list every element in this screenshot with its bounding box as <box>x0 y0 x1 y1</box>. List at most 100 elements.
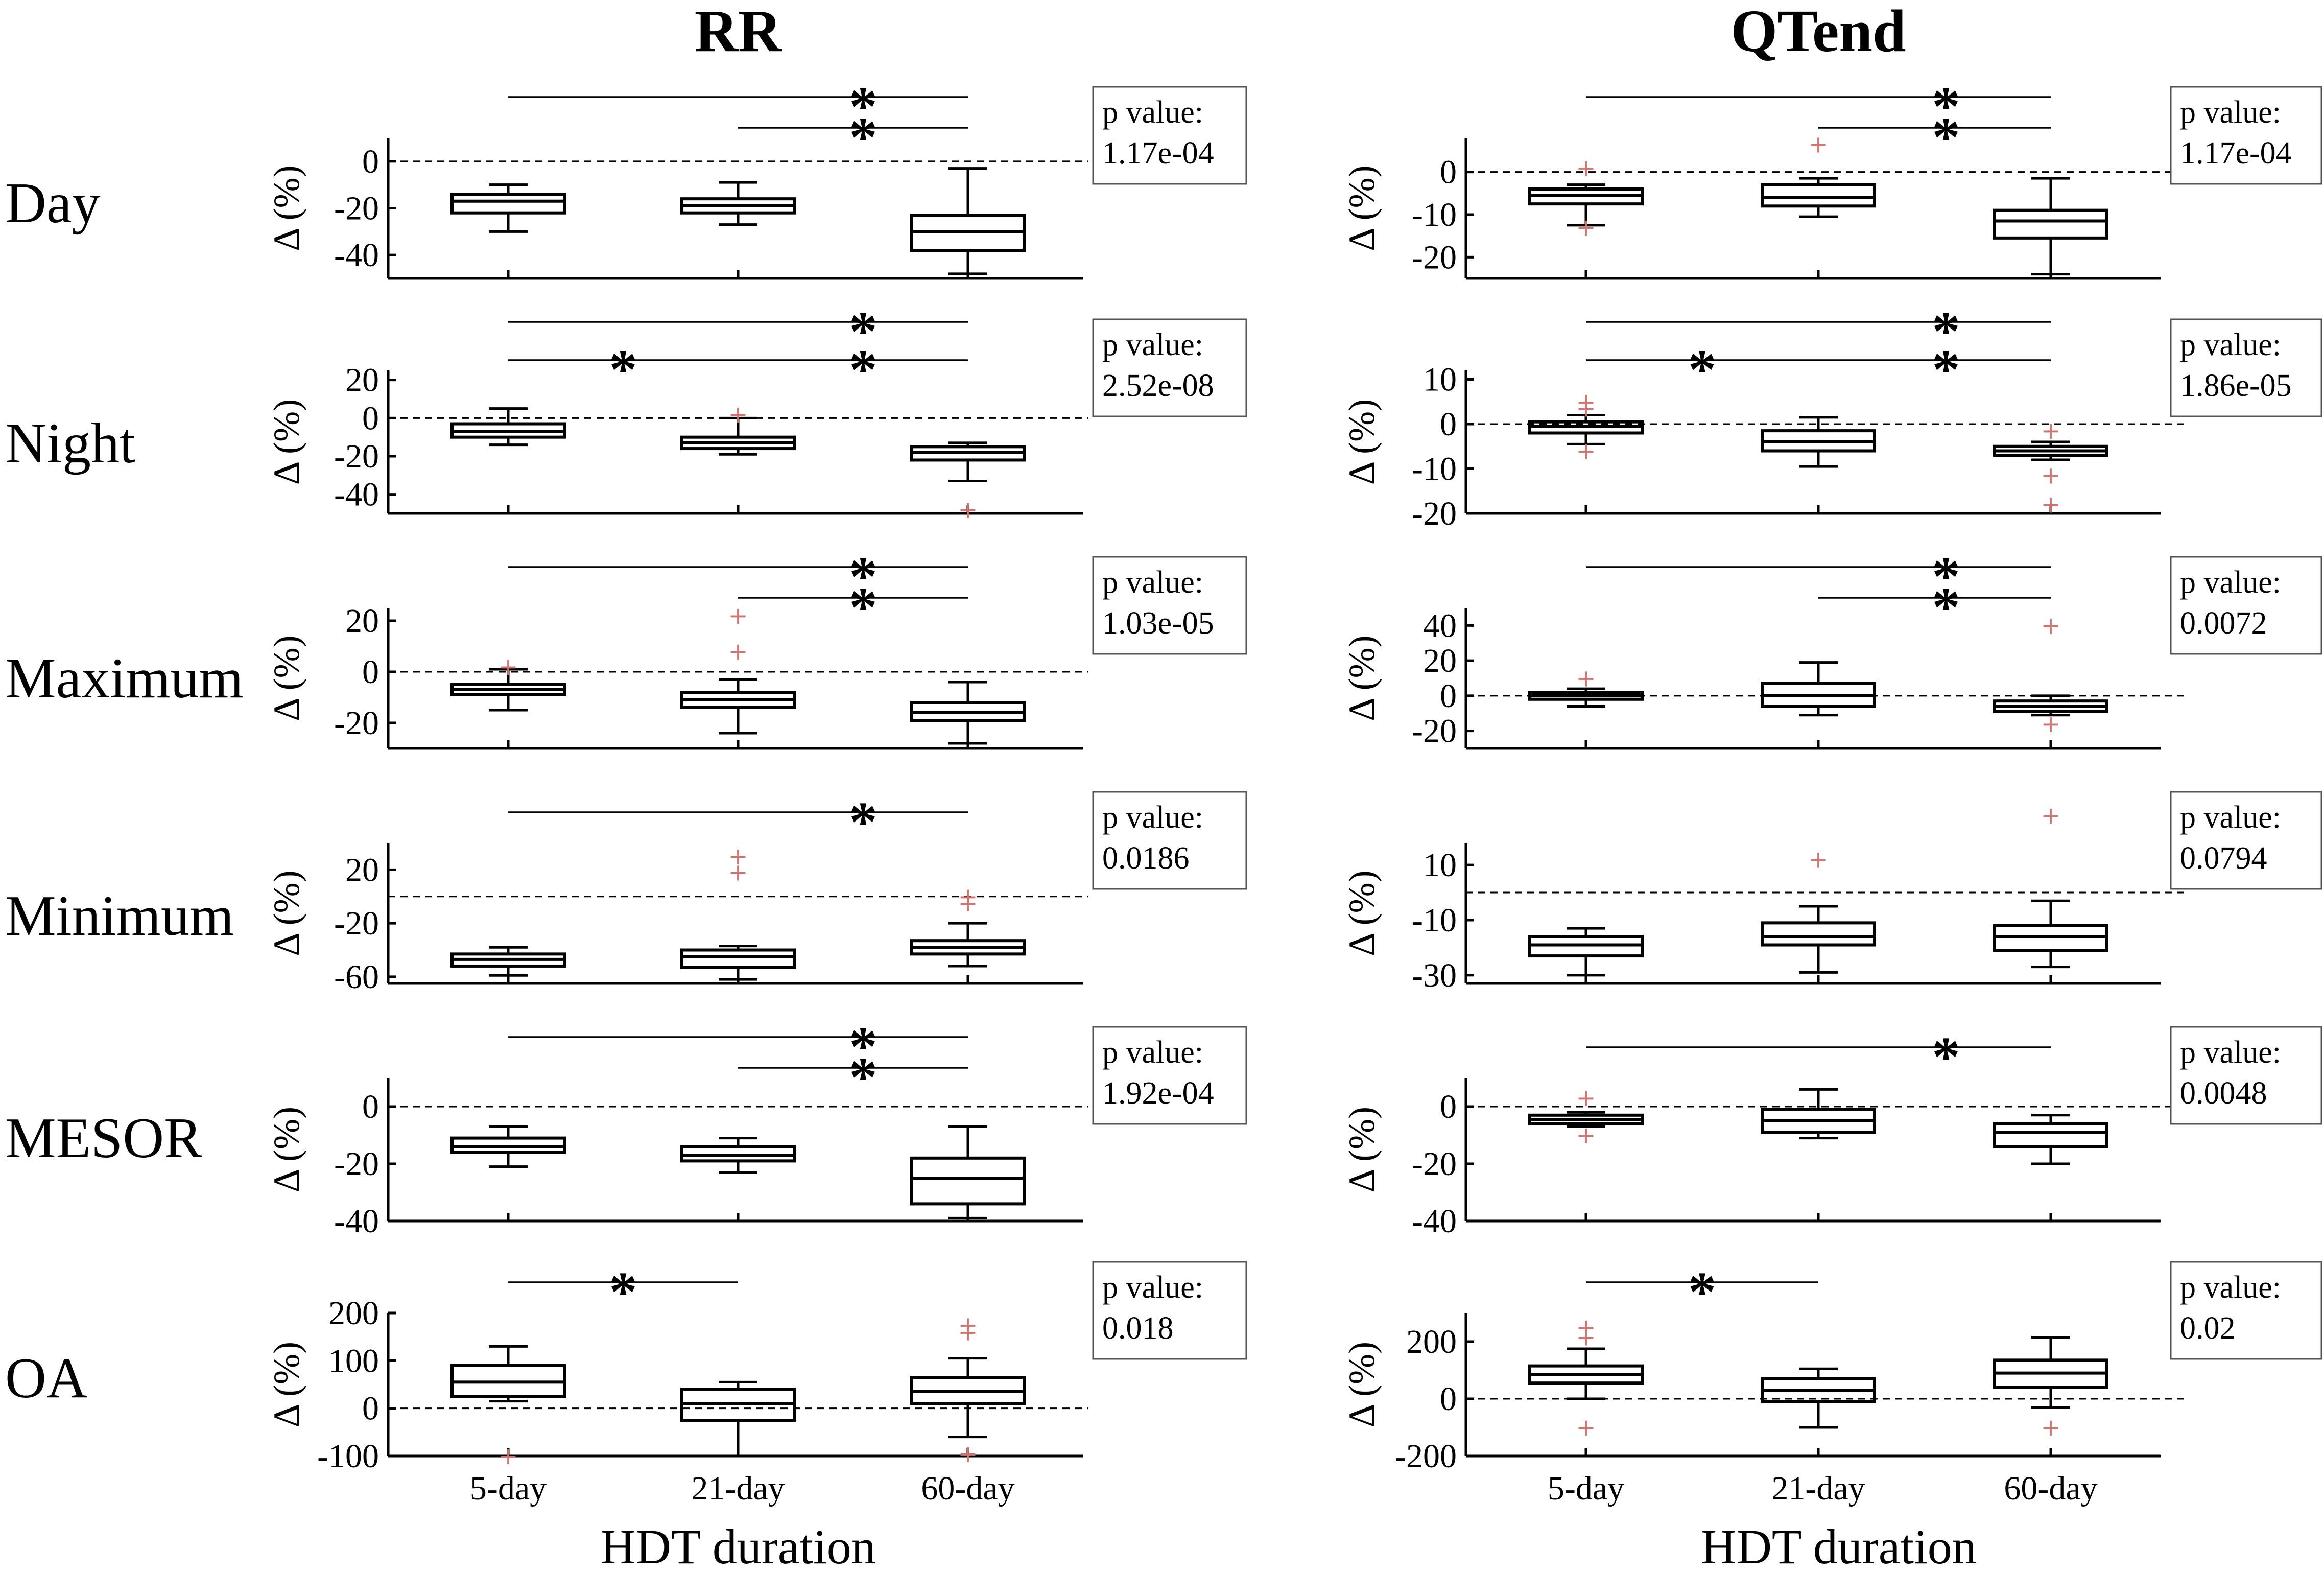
box-60-day: + <box>1993 802 2108 969</box>
y-tick-label: -10 <box>1412 451 1457 488</box>
p-value: 2.52e-08 <box>1102 368 1214 403</box>
outlier-marker: + <box>1576 1121 1596 1149</box>
p-value: 1.03e-05 <box>1102 606 1214 641</box>
significance-star: * <box>1932 106 1960 168</box>
p-value-frame <box>2170 1026 2322 1125</box>
y-axis-label: Δ (%) <box>1341 1342 1382 1427</box>
y-tick-label: -10 <box>1412 902 1457 939</box>
p-value-label: p value: <box>2180 327 2281 362</box>
panel-rr-day: 0-20-40Δ (%)** p value:1.17e-04 <box>266 75 1247 280</box>
box-60-day: ++ <box>910 883 1026 968</box>
p-value-label: p value: <box>1102 800 1203 835</box>
y-tick-label: 200 <box>328 1295 379 1332</box>
y-tick-label: 0 <box>362 400 379 437</box>
box-60-day: +++ <box>1993 417 2108 519</box>
box-5-day: + <box>1528 665 1644 708</box>
panel-rr-night: 200-20-40Δ (%) ++** * p value:2.52e-08 <box>266 300 1247 524</box>
p-value-label: p value: <box>2180 1035 2281 1070</box>
y-axis-label: Δ (%) <box>1341 399 1382 485</box>
row-label-mesor: MESOR <box>5 1107 202 1170</box>
significance-star: * <box>849 300 878 362</box>
y-axis-label: Δ (%) <box>266 870 307 956</box>
box-60-day <box>910 1125 1026 1219</box>
p-value: 0.0186 <box>1102 841 1190 876</box>
p-value: 0.0072 <box>2180 606 2267 641</box>
x-tick-label-21-day: 21-day <box>1771 1470 1865 1507</box>
iqr-box <box>1761 183 1876 208</box>
p-value: 1.86e-05 <box>2180 368 2292 403</box>
p-value-label: p value: <box>1102 1035 1203 1070</box>
p-value-frame <box>2170 1261 2322 1360</box>
box-60-day <box>910 167 1026 275</box>
outlier-marker: + <box>2041 802 2061 829</box>
y-tick-label: 20 <box>345 362 379 399</box>
outlier-marker: + <box>2041 491 2061 519</box>
outlier-marker: + <box>2041 710 2061 738</box>
y-tick-label: -40 <box>334 476 379 513</box>
y-tick-label: -200 <box>1395 1438 1457 1475</box>
outlier-marker: + <box>1576 154 1596 181</box>
p-value-label: p value: <box>1102 565 1203 600</box>
outlier-marker: + <box>728 842 748 870</box>
p-value-frame <box>2170 86 2322 185</box>
y-tick-label: 0 <box>362 1390 379 1427</box>
significance-star: * <box>609 338 637 401</box>
y-tick-label: 10 <box>1423 847 1457 884</box>
box-5-day <box>450 946 566 977</box>
title-rr: RR <box>695 0 782 64</box>
outlier-marker: + <box>1576 1414 1596 1441</box>
p-value-label: p value: <box>1102 95 1203 130</box>
p-value-frame <box>2170 556 2322 655</box>
x-axis-label-right: HDT duration <box>1701 1519 1976 1572</box>
box-60-day: + <box>910 441 1026 524</box>
p-value-frame <box>2170 791 2322 890</box>
title-qtend: QTend <box>1730 0 1906 64</box>
box-5-day <box>450 183 566 233</box>
y-tick-label: 0 <box>1440 406 1457 443</box>
y-tick-label: 0 <box>1440 1380 1457 1418</box>
p-value-frame <box>1092 1261 1247 1360</box>
y-tick-label: -20 <box>1412 495 1457 532</box>
y-tick-label: -100 <box>317 1438 379 1475</box>
p-value-frame <box>1092 86 1247 185</box>
y-tick-label: -60 <box>334 958 379 996</box>
box-5-day: ++ <box>1528 154 1644 241</box>
box-5-day <box>450 407 566 447</box>
outlier-marker: + <box>728 401 748 428</box>
y-tick-label: 20 <box>345 851 379 888</box>
box-21-day <box>680 181 796 226</box>
box-5-day <box>1528 927 1644 977</box>
box-21-day <box>1761 1088 1876 1140</box>
p-value-label: p value: <box>1102 1270 1203 1305</box>
outlier-marker: + <box>499 653 518 681</box>
outlier-marker: + <box>728 638 748 665</box>
iqr-box <box>680 948 796 969</box>
y-tick-label: -20 <box>334 438 379 475</box>
box-60-day: + <box>1993 1336 2108 1441</box>
y-tick-label: 0 <box>362 1088 379 1125</box>
row-label-minimum: Minimum <box>5 884 234 948</box>
p-value: 0.0794 <box>2180 841 2267 876</box>
outlier-marker: + <box>1576 1084 1596 1112</box>
p-value-box: p value: 0.018 <box>1092 1261 1247 1360</box>
y-tick-label: 20 <box>345 602 379 640</box>
panels: 0-20-40Δ (%)** p value:1.17e-04200-20-40Δ… <box>266 75 2322 1507</box>
outlier-marker: + <box>1576 437 1596 465</box>
y-tick-label: -20 <box>334 1145 379 1183</box>
outlier-marker: + <box>728 859 748 886</box>
y-tick-label: -20 <box>1412 1145 1457 1183</box>
y-tick-label: 10 <box>1423 361 1457 398</box>
x-tick-label-21-day: 21-day <box>691 1470 785 1507</box>
y-tick-label: -20 <box>334 905 379 942</box>
box-21-day <box>1761 661 1876 717</box>
significance-star: * <box>849 576 878 638</box>
outlier-marker: + <box>958 1311 978 1339</box>
significance-star: * <box>849 106 878 168</box>
y-tick-label: -20 <box>1412 713 1457 750</box>
p-value-box: p value: 1.17e-04 <box>1092 86 1247 185</box>
p-value-frame <box>1092 556 1247 655</box>
box-21-day: ++ <box>680 602 796 735</box>
significance-star: * <box>609 1260 637 1323</box>
iqr-box <box>1761 921 1876 947</box>
p-value-box: p value: 1.92e-04 <box>1092 1026 1247 1125</box>
